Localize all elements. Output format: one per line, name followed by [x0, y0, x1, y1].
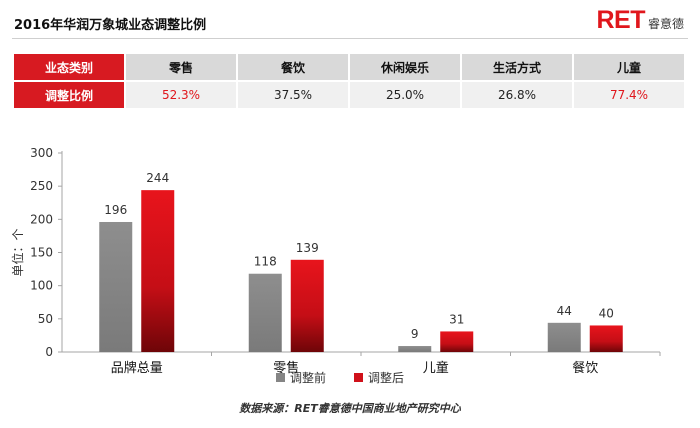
bar-before [398, 346, 432, 352]
table-cell-value: 37.5% [238, 82, 348, 108]
data-label: 40 [599, 306, 614, 320]
data-label: 118 [254, 255, 277, 269]
x-tick-label: 儿童 [423, 360, 449, 376]
bar-before [248, 273, 282, 352]
table-column-header: 儿童 [574, 54, 684, 80]
table-cell-value: 77.4% [574, 82, 684, 108]
table-column-header: 零售 [126, 54, 236, 80]
data-label: 244 [146, 171, 169, 185]
y-tick-label: 0 [45, 345, 53, 359]
y-tick-label: 150 [30, 246, 53, 260]
bar-after [141, 190, 175, 352]
x-tick-label: 餐饮 [572, 360, 598, 376]
y-axis-label: 单位：个 [10, 228, 25, 276]
data-label: 139 [296, 241, 319, 255]
table-row-header: 业态类别 [14, 54, 124, 80]
table-cell-value: 26.8% [462, 82, 572, 108]
data-label: 44 [557, 304, 572, 318]
data-label: 31 [449, 312, 464, 326]
x-tick-label: 品牌总量 [111, 360, 163, 376]
table-column-header: 生活方式 [462, 54, 572, 80]
legend-label: 调整后 [368, 370, 404, 385]
bar-before [99, 221, 133, 352]
bar-after [440, 331, 474, 352]
table-column-header: 餐饮 [238, 54, 348, 80]
table-value-row: 调整比例 52.3% 37.5% 25.0% 26.8% 77.4% [14, 82, 684, 108]
logo-text: RET [596, 6, 645, 34]
y-tick-label: 250 [30, 179, 53, 193]
table-row-header: 调整比例 [14, 82, 124, 108]
y-tick-label: 100 [30, 279, 53, 293]
y-tick-label: 50 [38, 312, 53, 326]
bar-after [589, 325, 623, 352]
data-source-note: 数据来源：RET睿意德中国商业地产研究中心 [239, 402, 461, 415]
table-cell-value: 52.3% [126, 82, 236, 108]
bar-before [547, 322, 581, 352]
table-cell-value: 25.0% [350, 82, 460, 108]
adjustment-ratio-table: 业态类别 零售 餐饮 休闲娱乐 生活方式 儿童 调整比例 52.3% 37.5%… [12, 52, 686, 110]
legend-swatch [276, 373, 285, 382]
y-tick-label: 300 [30, 146, 53, 160]
x-tick-label: 零售 [273, 360, 299, 376]
data-label: 196 [104, 203, 127, 217]
table-column-header: 休闲娱乐 [350, 54, 460, 80]
brand-logo: RET 睿意德 [596, 6, 684, 35]
legend-swatch [354, 373, 363, 382]
bar-after [290, 259, 324, 352]
table-header-row: 业态类别 零售 餐饮 休闲娱乐 生活方式 儿童 [14, 54, 684, 80]
legend-label: 调整前 [290, 370, 326, 385]
y-tick-label: 200 [30, 212, 53, 226]
title-divider [12, 38, 688, 39]
page-title: 2016年华润万象城业态调整比例 [14, 18, 207, 33]
data-label: 9 [411, 327, 419, 341]
logo-subtext: 睿意德 [647, 17, 684, 31]
